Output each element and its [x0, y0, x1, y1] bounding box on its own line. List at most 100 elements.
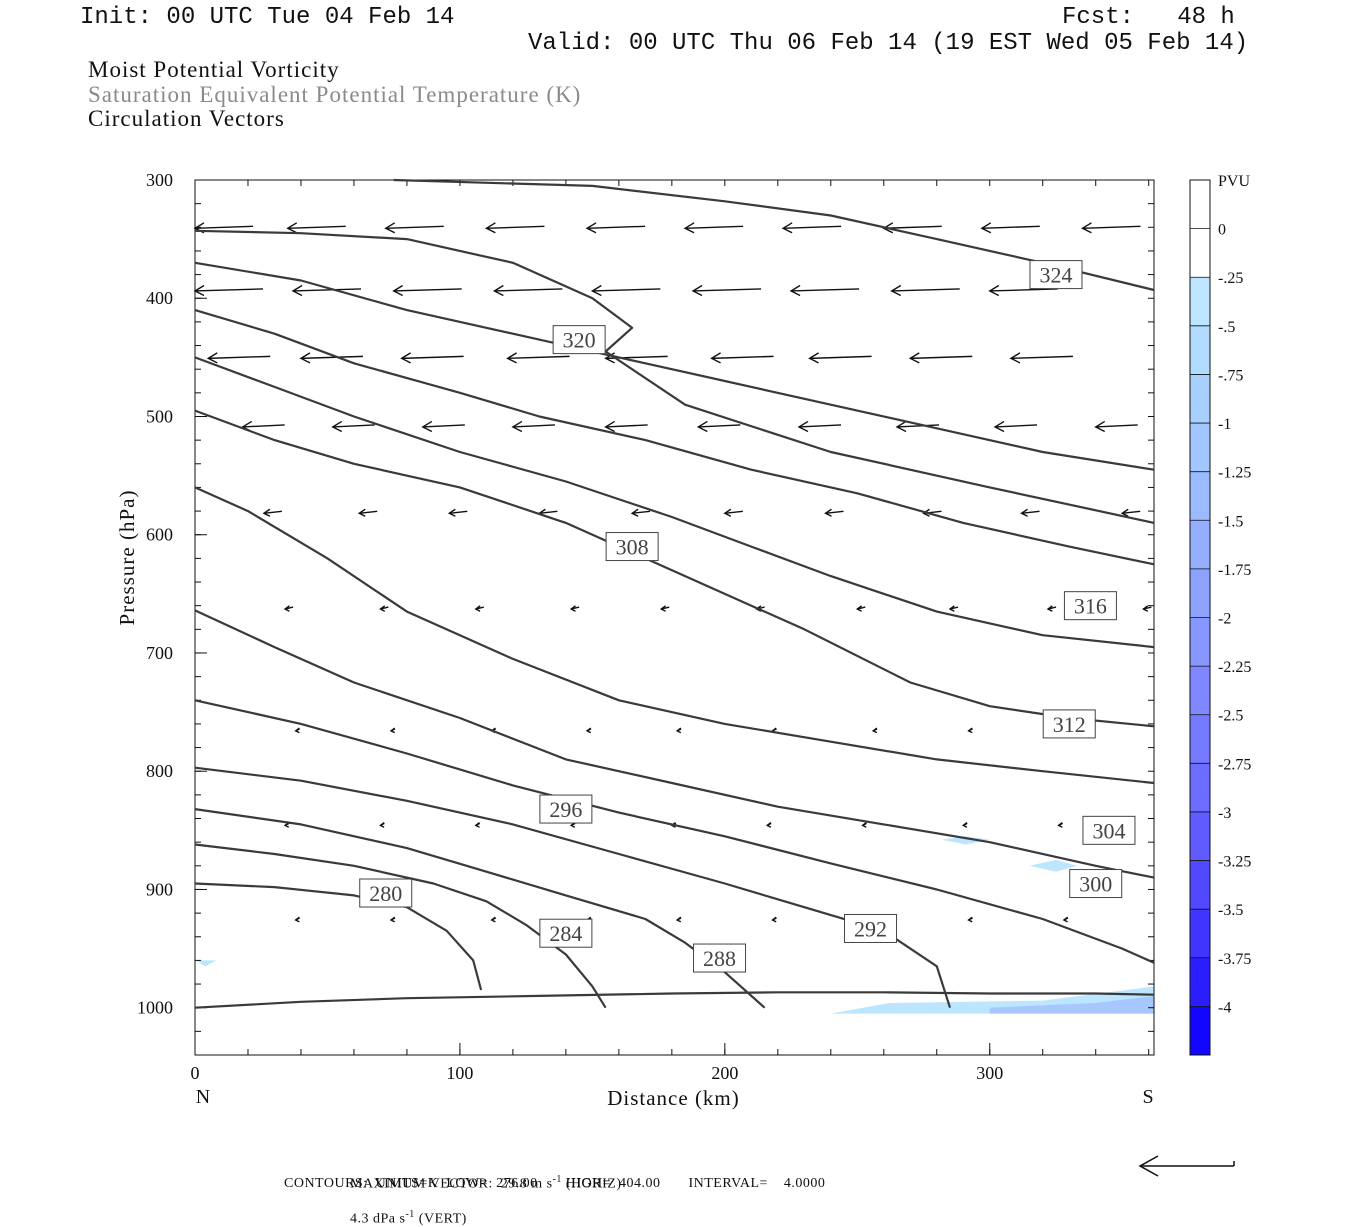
colorbar-swatch	[1190, 617, 1210, 667]
circulation-vector-head	[961, 822, 968, 828]
mpv-shade-patch	[195, 960, 217, 967]
colorbar-label: -2.25	[1218, 659, 1251, 676]
y-tick-label: 300	[146, 170, 173, 190]
circulation-vector-head	[710, 352, 721, 364]
mpv-shade-patch	[942, 836, 990, 845]
colorbar-swatch	[1190, 277, 1210, 327]
contour-label: 288	[703, 946, 736, 971]
circulation-vector-head	[895, 420, 907, 433]
circulation-vector-head	[988, 284, 1000, 297]
circulation-vector	[332, 424, 375, 428]
circulation-vector	[300, 355, 363, 360]
colorbar-swatch	[1190, 860, 1210, 910]
circulation-vector	[685, 225, 744, 229]
circulation-vector-head	[392, 284, 404, 297]
circulation-vector-head	[824, 508, 832, 517]
x-tick-label: 0	[191, 1063, 200, 1083]
contour-label-box	[552, 325, 606, 355]
x-end-label-south: S	[1142, 1086, 1153, 1108]
circulation-vector	[896, 424, 940, 428]
circulation-vector	[1021, 510, 1040, 514]
circulation-vector-head	[691, 284, 703, 297]
circulation-vector-head	[421, 420, 433, 433]
circulation-vector-head	[659, 605, 667, 612]
circulation-vector-head	[299, 352, 311, 364]
theta-e-contour	[194, 991, 1155, 1009]
contour-label-box	[539, 794, 593, 824]
theta-e-contour	[194, 356, 1155, 649]
circulation-vector	[981, 225, 1040, 229]
x-tick-label: 100	[446, 1063, 473, 1083]
circulation-vector	[891, 288, 960, 292]
colorbar-swatch	[1190, 909, 1210, 959]
circulation-vector	[359, 510, 378, 514]
circulation-vector	[989, 288, 1058, 292]
circulation-vector-head	[980, 222, 992, 234]
colorbar-title: PVU	[1218, 173, 1250, 190]
title-line-1: Moist Potential Vorticity	[88, 57, 340, 82]
circulation-vector	[401, 355, 464, 360]
y-tick-label: 600	[146, 525, 173, 545]
circulation-vector	[1010, 355, 1073, 360]
max-vector-exp1: -1	[552, 1174, 562, 1185]
y-tick-label: 900	[146, 879, 173, 899]
contours-footer: CONTOURS: UNITS=K LOW= 276.00 HIGH= 404.…	[284, 1176, 826, 1191]
max-vector-exp2: -1	[405, 1208, 415, 1220]
circulation-vector-head	[683, 222, 695, 234]
circulation-vector-head	[447, 508, 456, 517]
circulation-vector-head	[193, 284, 205, 297]
theta-e-contour	[194, 309, 1155, 566]
circulation-vector-head	[855, 605, 863, 612]
colorbar-label: -.5	[1218, 319, 1235, 336]
circulation-vector-head	[294, 916, 300, 923]
circulation-vector	[587, 225, 646, 229]
circulation-vector-head	[1009, 352, 1021, 364]
contour-label: 324	[1039, 263, 1072, 288]
circulation-vector	[242, 424, 285, 428]
contour-label-box	[844, 913, 898, 943]
circulation-vector-head	[490, 916, 496, 923]
colorbar-label: -.25	[1218, 270, 1243, 287]
circulation-vector	[292, 288, 362, 292]
max-vector-horiz: (HORIZ)	[561, 1176, 622, 1192]
title-line-3: Circulation Vectors	[88, 106, 285, 131]
circulation-vector	[1082, 225, 1141, 229]
forecast-hour: Fcst: 48 h	[1062, 4, 1235, 31]
circulation-vector	[512, 424, 555, 428]
mpv-shade-patch	[1029, 859, 1078, 872]
circulation-vector-head	[771, 916, 777, 923]
colorbar-swatch	[1190, 957, 1210, 1007]
colorbar-swatch	[1190, 180, 1210, 230]
theta-e-contour	[194, 882, 483, 991]
colorbar-swatch	[1190, 228, 1210, 278]
contour-label-box	[605, 532, 659, 562]
colorbar-label: -2.5	[1218, 708, 1243, 725]
circulation-vector	[910, 355, 973, 360]
circulation-vector-head	[1020, 508, 1028, 517]
circulation-vector-head	[585, 727, 592, 734]
circulation-vector-head	[908, 352, 920, 364]
circulation-vector	[783, 225, 842, 229]
title-line-2: Saturation Equivalent Potential Temperat…	[88, 82, 582, 107]
circulation-vector	[1095, 424, 1138, 428]
contour-label: 304	[1092, 818, 1125, 843]
circulation-vector-head	[389, 727, 396, 734]
contour-label: 312	[1053, 712, 1086, 737]
colorbar-label: -2	[1218, 611, 1231, 628]
colorbar-label: -1	[1218, 416, 1231, 433]
circulation-vector-head	[400, 352, 412, 364]
circulation-vector-head	[675, 727, 682, 734]
contour-label-box	[1069, 869, 1123, 899]
y-tick-label: 1000	[137, 998, 173, 1018]
circulation-vector-head	[294, 727, 300, 734]
max-vector-footer: MAXIMUM VECTOR: 29.8 m s-1 (HORIZ) 4.3 d…	[342, 1158, 622, 1227]
colorbar-label: -3.5	[1218, 902, 1243, 919]
colorbar-swatch	[1190, 423, 1210, 473]
contour-label: 280	[369, 881, 402, 906]
reference-vector-head	[1138, 1155, 1159, 1177]
circulation-vector-head	[291, 284, 303, 297]
y-tick-label: 400	[146, 288, 173, 308]
circulation-vector	[632, 510, 651, 514]
circulation-vector-head	[1046, 605, 1053, 612]
colorbar-label: -1.25	[1218, 465, 1251, 482]
